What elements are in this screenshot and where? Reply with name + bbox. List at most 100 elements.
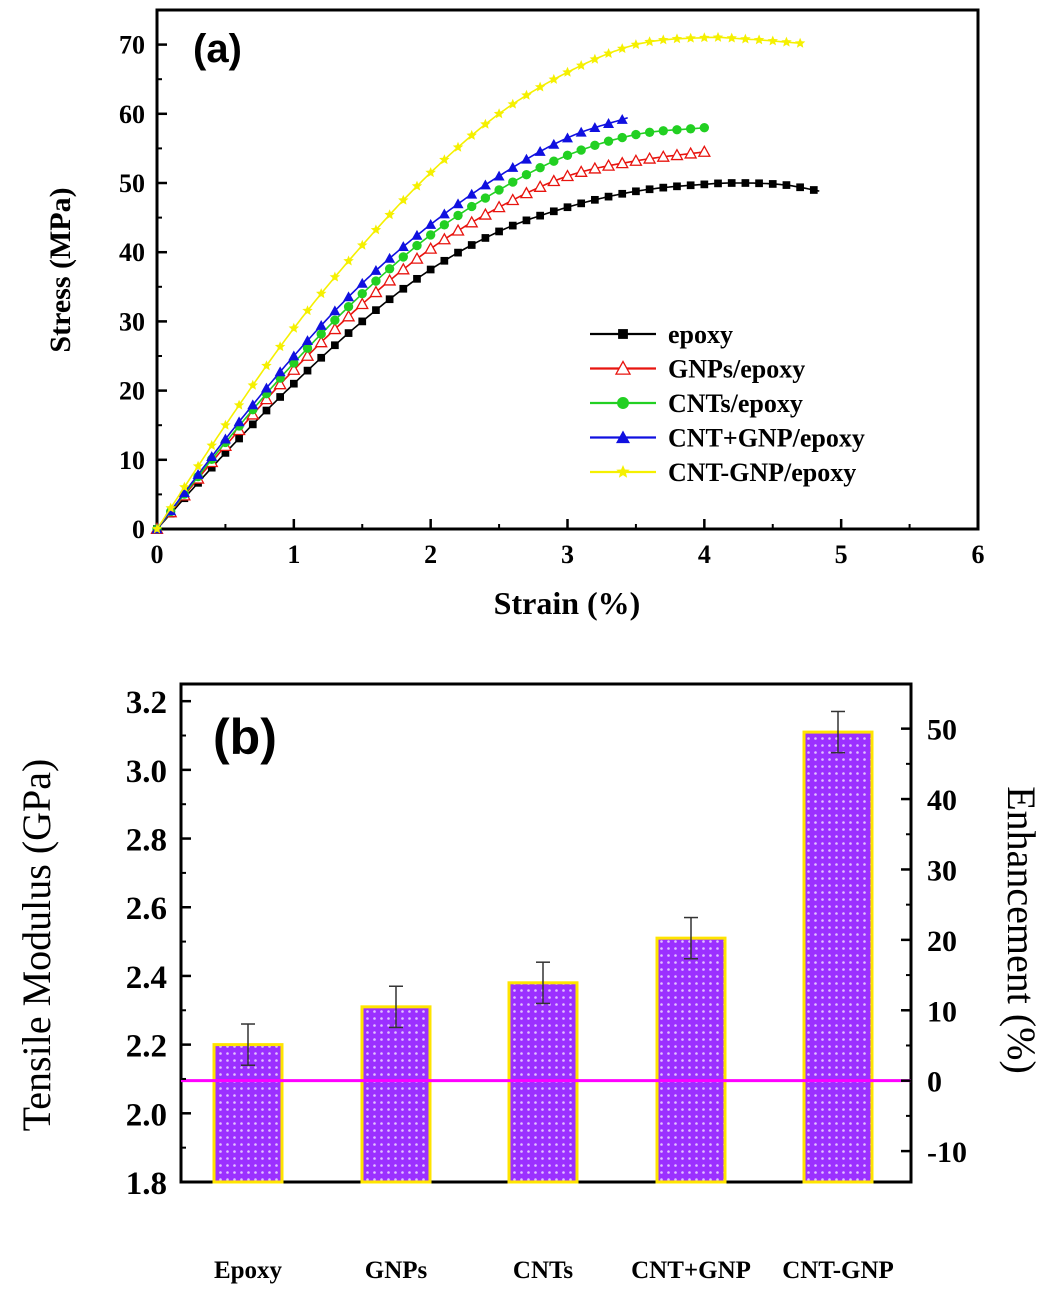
data-point [644, 36, 655, 47]
y2-tick-label: 20 [927, 925, 957, 958]
y-tick-label: 2.6 [126, 891, 167, 927]
x-tick-label: 2 [424, 540, 437, 569]
data-point [616, 113, 628, 124]
data-point [547, 174, 561, 187]
data-point [617, 43, 628, 53]
data-point [522, 216, 531, 225]
chart-b-y-axis-label: Tensile Modulus (GPa) [14, 759, 59, 1132]
x-tick-label: CNT+GNP [631, 1257, 751, 1284]
data-point [192, 460, 204, 471]
data-point [576, 60, 587, 70]
data-point [287, 363, 301, 375]
data-point [178, 487, 190, 498]
y-tick-label: 2.8 [126, 823, 167, 859]
data-point [247, 379, 258, 390]
data-point [302, 305, 313, 316]
y-tick-label: 70 [119, 31, 145, 60]
y-tick-label: 30 [119, 307, 145, 336]
data-point [261, 360, 272, 371]
data-point [658, 34, 669, 45]
data-point [316, 329, 326, 339]
data-point [439, 154, 450, 165]
data-point [533, 180, 547, 192]
data-point [617, 132, 627, 143]
data-point [480, 118, 491, 129]
data-point [630, 39, 642, 49]
data-point [314, 335, 328, 348]
bar-cnt-gnp [802, 730, 874, 1184]
data-point [562, 66, 573, 77]
series-cnt-gnp-epoxy [151, 31, 806, 534]
legend-label: epoxy [668, 320, 733, 349]
x-tick-label: 5 [835, 540, 848, 569]
data-point [562, 150, 573, 160]
data-point [248, 420, 257, 429]
series-line [156, 116, 628, 530]
data-point [206, 440, 217, 450]
data-point [562, 132, 573, 143]
data-point [437, 232, 451, 245]
data-point [343, 291, 355, 302]
chart-b-ticks: 1.8 2.0 2.2 2.4 2.6 2.8 3.0 3.2 -10 0 10 20 30 40 50 [126, 685, 967, 1202]
data-point [574, 165, 588, 177]
data-point [302, 343, 313, 353]
data-point [260, 382, 272, 393]
y-tick-label: 0 [132, 515, 145, 544]
chart-a-legend: epoxy GNPs/epoxy CNTs/epoxy CNT+GNP/epoxy CN… [590, 320, 865, 487]
data-point [794, 37, 806, 48]
data-point [520, 153, 532, 164]
series-line [156, 36, 801, 530]
tensile-modulus-chart: Epoxy GNPs CNTs CNT+GNP CNT-GNP 1.8 2.0 2.2 2.4… [14, 682, 1044, 1284]
data-point [755, 179, 763, 188]
data-point [424, 241, 438, 254]
data-point [413, 274, 421, 283]
data-point [467, 241, 476, 249]
legend-label: CNT+GNP/epoxy [668, 424, 865, 453]
data-point [684, 146, 698, 159]
data-point [507, 162, 519, 172]
data-point [179, 481, 190, 492]
y2-tick-label: 30 [927, 854, 957, 887]
data-point [519, 186, 534, 199]
data-point [453, 210, 463, 221]
data-point [399, 284, 408, 293]
data-point [714, 179, 722, 188]
data-point [480, 193, 491, 203]
data-point [397, 241, 409, 252]
data-point [536, 211, 544, 220]
data-point [495, 227, 503, 236]
data-point [410, 251, 424, 264]
data-point [700, 180, 709, 189]
data-point [398, 252, 408, 262]
chart-a-panel-label: (a) [193, 27, 242, 71]
data-point [629, 154, 643, 166]
y-tick-label: 3.2 [126, 685, 167, 721]
y-tick-label: 2.2 [126, 1029, 167, 1065]
data-point [644, 127, 655, 137]
x-tick-label: Epoxy [214, 1257, 283, 1284]
data-point [506, 193, 520, 206]
data-point [601, 158, 616, 171]
data-point [493, 108, 505, 119]
data-point [670, 148, 684, 161]
data-point [481, 234, 490, 242]
series-cnt-gnp-epoxy [151, 113, 628, 534]
data-point [331, 341, 339, 350]
data-point [727, 179, 736, 187]
data-point [549, 156, 559, 166]
data-point [289, 379, 298, 388]
data-point [440, 256, 449, 265]
y2-tick-label: 50 [927, 714, 957, 747]
data-point [589, 122, 601, 133]
data-point [344, 329, 353, 337]
data-point [439, 220, 450, 230]
data-point [371, 276, 381, 286]
data-point [493, 170, 505, 181]
x-tick-label: 4 [698, 540, 711, 569]
data-point [591, 195, 599, 204]
series-gnps-epoxy [150, 145, 711, 535]
data-point [300, 349, 315, 361]
x-tick-label: 0 [151, 540, 164, 569]
data-point [356, 277, 368, 288]
